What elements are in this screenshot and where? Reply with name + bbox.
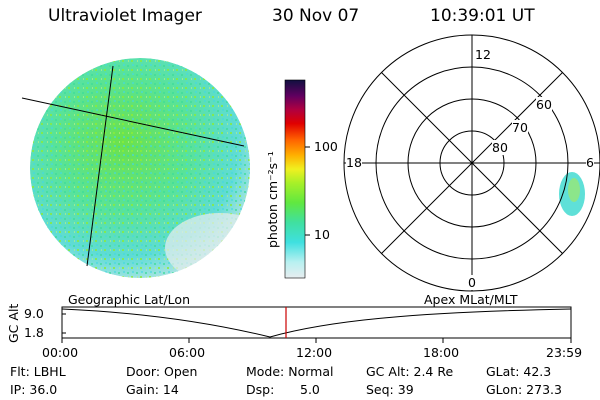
ip-info: IP: 36.0 [10, 382, 58, 397]
mlat-label-70: 70 [512, 120, 528, 135]
glat-info: GLat: 42.3 [486, 364, 552, 379]
mode-info: Mode: Normal [246, 364, 334, 379]
dsp-label: Dsp: [246, 382, 275, 397]
timeline-right-title: Apex MLat/MLT [424, 292, 518, 307]
mlt-label-0: 0 [468, 275, 476, 290]
timeline-x-tick-1200: 12:00 [296, 345, 333, 360]
timeline-x-tick-1800: 18:00 [423, 345, 460, 360]
timeline-x-tick-2359: 23:59 [546, 345, 583, 360]
seq-info: Seq: 39 [366, 382, 414, 397]
gc-alt-info: GC Alt: 2.4 Re [366, 364, 454, 379]
gain-info: Gain: 14 [126, 382, 179, 397]
mlat-label-60: 60 [536, 97, 552, 112]
dsp-value: 5.0 [300, 382, 320, 397]
altitude-curve [61, 308, 572, 338]
timeline-x-tick-0600: 06:00 [169, 345, 206, 360]
timeline-left-title: Geographic Lat/Lon [68, 292, 190, 307]
filter-info: Flt: LBHL [10, 364, 66, 379]
timeline-y-tick-bottom: 1.8 [24, 325, 44, 340]
colorbar-tick-10: 10 [314, 227, 330, 242]
mlt-label-6: 6 [586, 155, 594, 170]
mlt-label-18: 18 [346, 155, 362, 170]
lat-grid-line [21, 97, 245, 147]
lon-grid-line [86, 65, 114, 267]
date-label: 30 Nov 07 [272, 6, 360, 26]
colorbar-tick-100: 100 [314, 139, 338, 154]
timeline-x-tick-0000: 00:00 [42, 345, 79, 360]
mlt-label-12: 12 [475, 47, 491, 62]
time-label: 10:39:01 UT [430, 6, 535, 26]
door-info: Door: Open [126, 364, 198, 379]
glon-info: GLon: 273.3 [486, 382, 562, 397]
app-title: Ultraviolet Imager [48, 6, 202, 26]
timeline-y-tick-top: 9.0 [24, 306, 44, 321]
mlat-label-80: 80 [492, 140, 508, 155]
